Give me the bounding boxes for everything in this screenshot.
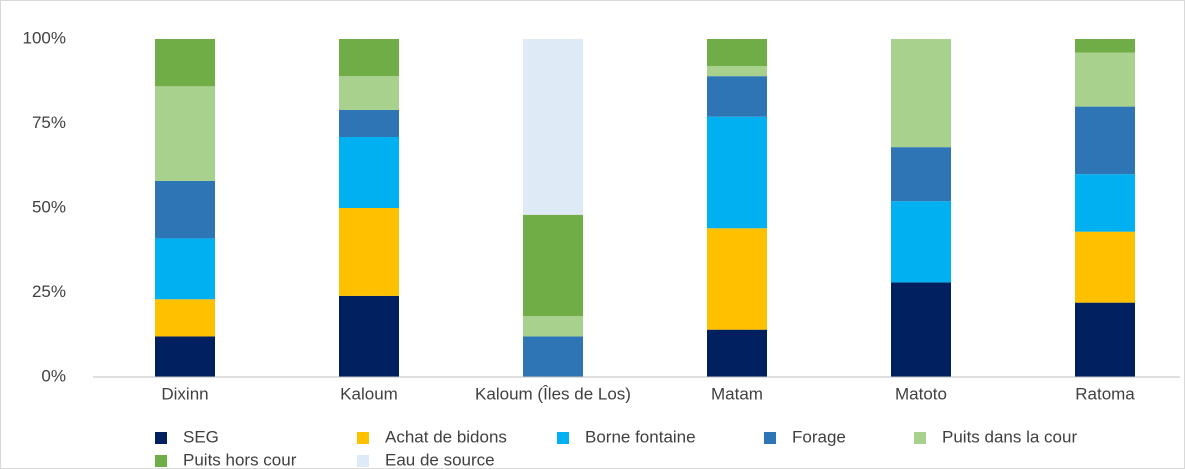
y-tick-label: 75% (32, 113, 66, 132)
bar-segment (155, 238, 215, 300)
bar-segment (891, 201, 951, 283)
legend-label: Puits dans la cour (942, 427, 1077, 446)
bar-segment (1075, 52, 1135, 107)
bar-segment (339, 295, 399, 377)
legend-label: Borne fontaine (585, 427, 696, 446)
y-tick-label: 25% (32, 282, 66, 301)
bar-segment (707, 39, 767, 67)
x-tick-label: Matam (711, 384, 763, 403)
bar-segment (155, 336, 215, 377)
x-tick-label: Dixinn (161, 384, 208, 403)
bar-segment (523, 316, 583, 337)
x-tick-label: Ratoma (1075, 384, 1135, 403)
legend-swatch (155, 432, 167, 444)
bar-segment (339, 76, 399, 110)
bar-segment (891, 282, 951, 377)
bar-segment (339, 137, 399, 208)
legend-label: Puits hors cour (183, 450, 297, 469)
bar-segment (155, 180, 215, 239)
bar-segment (155, 39, 215, 87)
bar-segment (155, 299, 215, 337)
bar-segment (707, 76, 767, 117)
y-tick-label: 0% (41, 366, 66, 385)
y-tick-label: 100% (23, 28, 66, 47)
bar-segment (339, 208, 399, 296)
y-tick-label: 50% (32, 197, 66, 216)
legend-label: Eau de source (385, 450, 495, 469)
x-tick-label: Matoto (895, 384, 947, 403)
bar-segment (707, 329, 767, 377)
bar-segment (339, 39, 399, 77)
legend-swatch (357, 432, 369, 444)
bar-segment (1075, 39, 1135, 53)
bar-segment (1075, 231, 1135, 303)
bar-segment (1075, 302, 1135, 377)
legend-label: Forage (792, 427, 846, 446)
legend-swatch (557, 432, 569, 444)
bar-segment (891, 147, 951, 202)
legend-swatch (357, 455, 369, 467)
bar-segment (707, 228, 767, 330)
bar-segment (1075, 174, 1135, 232)
bar-segment (523, 336, 583, 377)
legend-label: Achat de bidons (385, 427, 507, 446)
legend-swatch (914, 432, 926, 444)
legend-swatch (155, 455, 167, 467)
bar-segment (707, 116, 767, 229)
bar-segment (523, 214, 583, 317)
x-tick-label: Kaloum (Îles de Los) (475, 384, 631, 403)
bar-segment (891, 39, 951, 148)
bar-segment (707, 66, 767, 77)
bar-segment (1075, 106, 1135, 175)
x-tick-label: Kaloum (340, 384, 398, 403)
bar-segment (523, 39, 583, 215)
bar-segment (339, 109, 399, 138)
legend-label: SEG (183, 427, 219, 446)
legend-swatch (764, 432, 776, 444)
bar-segment (155, 86, 215, 181)
